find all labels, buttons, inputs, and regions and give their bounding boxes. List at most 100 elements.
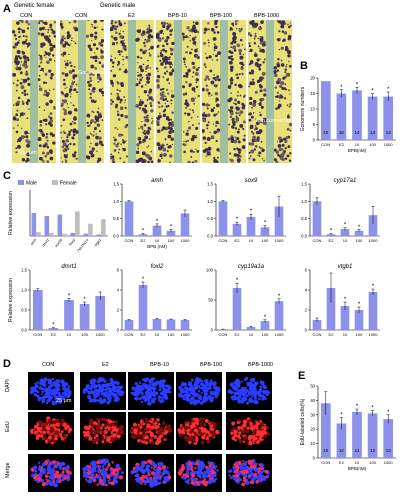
B-ytick-label-0: 0 bbox=[313, 138, 316, 143]
C-amh-bar-1 bbox=[138, 234, 148, 236]
E-bar-1 bbox=[336, 423, 347, 458]
C-vtgb1-bar-2 bbox=[340, 306, 350, 330]
C-vtgb1-xtick-label-1: E2 bbox=[329, 332, 335, 337]
C-cyp17a1-bar-0 bbox=[312, 201, 322, 236]
fluor-image-r2-c2 bbox=[128, 454, 174, 492]
col-label-con-female: CON bbox=[20, 13, 33, 19]
gonad-image-4 bbox=[202, 20, 246, 163]
C-dmrt1-title: dmrt1 bbox=[61, 264, 76, 270]
B-ytick-label-2: 10 bbox=[310, 107, 315, 112]
C-sox9-ytick-label-3: 1.5 bbox=[207, 182, 213, 187]
C-vtgb1-ytick-label-1: 2 bbox=[305, 308, 308, 313]
c-legend-bar-1-1 bbox=[49, 232, 54, 236]
C-cyp19a1-bar-2 bbox=[246, 327, 256, 330]
C-cyp17a1-sig-3: * bbox=[358, 225, 361, 231]
d-col-bpb10: BPB-10 bbox=[150, 362, 169, 368]
C-sox9-bar-3 bbox=[260, 227, 270, 236]
C-amh-bar-4 bbox=[180, 213, 190, 236]
C-cyp19a1-xtick-label-1: E2 bbox=[235, 332, 241, 337]
fluor-image-r1-c4 bbox=[226, 412, 272, 450]
C-vtgb1-sig-4: * bbox=[372, 284, 375, 290]
fluor-image-r0-c2 bbox=[128, 372, 174, 410]
C-cyp17a1-xtick-label-1: E2 bbox=[329, 238, 335, 243]
C-dmrt1-sig-2: * bbox=[68, 293, 71, 299]
C-vtgb1-bar-0 bbox=[312, 320, 322, 330]
C-vtgb1-ytick-label-2: 4 bbox=[305, 288, 308, 293]
E-xtick-label-0: CON bbox=[321, 460, 330, 465]
C-foxl2-sig-1: * bbox=[142, 277, 145, 283]
C-amh-xlabel: BPB (nM) bbox=[147, 244, 167, 249]
group-male-label: Genetic male bbox=[100, 3, 136, 9]
c-legend-xtick-2: sox9b bbox=[54, 238, 63, 248]
c-legend-bar-0-5 bbox=[96, 234, 102, 236]
C-sox9-bar-2 bbox=[246, 216, 256, 236]
C-amh-xtick-label-0: CON bbox=[125, 238, 134, 243]
C-foxl2-xtick-label-0: CON bbox=[125, 332, 134, 337]
C-dmrt1-ytick-label-0: 0.0 bbox=[21, 328, 27, 333]
c-legend-label-0: Male bbox=[26, 181, 37, 187]
E-n-1: 12 bbox=[339, 448, 345, 453]
gonad-image-3 bbox=[156, 20, 200, 163]
C-sox9-xtick-label-0: CON bbox=[219, 238, 228, 243]
C-cyp17a1-ytick-label-0: 0.0 bbox=[301, 234, 307, 239]
gonad-image-5 bbox=[248, 20, 292, 163]
C-cyp17a1-xtick-label-4: 1000 bbox=[369, 238, 379, 243]
gonad-image-2 bbox=[110, 20, 154, 163]
fluor-image-r2-c0 bbox=[28, 454, 74, 492]
group-female-label: Genetic female bbox=[14, 3, 55, 9]
c-legend-bar-1-3 bbox=[75, 211, 80, 236]
d-col-con: CON bbox=[42, 362, 55, 368]
C-dmrt1-bar-3 bbox=[79, 304, 90, 330]
C-cyp19a1-sig-4: * bbox=[278, 294, 281, 300]
B-n-2: 14 bbox=[354, 130, 360, 135]
C-amh-ytick-label-2: 1.0 bbox=[113, 199, 119, 204]
C-vtgb1-title: vtgb1 bbox=[338, 264, 353, 270]
C-sox9-bar-4 bbox=[274, 206, 284, 236]
E-xtick-label-1: E2 bbox=[339, 460, 345, 465]
gonad-image-1 bbox=[60, 20, 104, 163]
C-vtgb1-xtick-label-4: 1000 bbox=[369, 332, 379, 337]
C-cyp19a1-sig-1: * bbox=[236, 278, 239, 284]
C-cyp17a1-sig-2: * bbox=[344, 223, 347, 229]
c-legend-bar-0-3 bbox=[70, 232, 76, 236]
C-dmrt1-bar-1 bbox=[48, 328, 59, 330]
C-cyp17a1-xtick-label-3: 100 bbox=[356, 238, 363, 243]
C-dmrt1-xtick-label-4: 1000 bbox=[96, 332, 106, 337]
B-xlabel: BPB(nM) bbox=[348, 148, 367, 153]
C-foxl2-bar-4 bbox=[180, 320, 190, 330]
B-ylabel: Gonomere numbers bbox=[300, 86, 306, 131]
C-cyp19a1-xtick-label-0: CON bbox=[219, 332, 228, 337]
gonomere-annotation: Gonomere bbox=[78, 70, 104, 76]
panel-letter-b: B bbox=[300, 60, 308, 72]
B-bar-0 bbox=[320, 81, 331, 140]
C-vtgb1-xtick-label-2: 10 bbox=[343, 332, 348, 337]
C-sox9-sig-1: * bbox=[236, 217, 239, 223]
d-col-bpb1000: BPB-1000 bbox=[248, 362, 274, 368]
c-legend-bar-1-2 bbox=[62, 233, 67, 236]
C-amh-bar-3 bbox=[166, 230, 176, 236]
C-foxl2-ytick-label-1: 2 bbox=[117, 308, 120, 313]
B-n-4: 14 bbox=[386, 130, 392, 135]
c-legend-swatch-1 bbox=[52, 180, 58, 185]
C-foxl2-ytick-label-3: 6 bbox=[117, 268, 120, 273]
C-cyp19a1-ytick-label-2: 100 bbox=[206, 268, 214, 273]
gonad-image-0 bbox=[12, 20, 56, 163]
C-cyp17a1-bar-2 bbox=[340, 229, 350, 236]
E-sig-4: * bbox=[387, 410, 390, 416]
B-bar-3 bbox=[367, 96, 378, 140]
B-sig-4: * bbox=[387, 87, 390, 93]
fluor-image-r2-c1 bbox=[80, 454, 126, 492]
B-sig-2: * bbox=[356, 82, 359, 88]
C-sox9-ytick-label-1: 0.5 bbox=[207, 216, 213, 221]
C-vtgb1-ytick-label-0: 0 bbox=[305, 328, 308, 333]
C-cyp17a1-bar-3 bbox=[354, 230, 364, 236]
c-ylabel-row2: Relative expression bbox=[8, 278, 14, 322]
B-bar-2 bbox=[352, 90, 362, 140]
C-amh-sig-2: * bbox=[156, 219, 159, 225]
C-foxl2-bar-2 bbox=[152, 319, 162, 330]
C-cyp17a1-ytick-label-1: 0.5 bbox=[301, 216, 307, 221]
C-cyp19a1-ytick-label-1: 50 bbox=[208, 298, 213, 303]
d-row-edu: EdU bbox=[5, 421, 11, 432]
d-row-merge: Merge bbox=[5, 462, 11, 478]
c-legend-xtick-5: vtgb1 bbox=[94, 238, 103, 247]
